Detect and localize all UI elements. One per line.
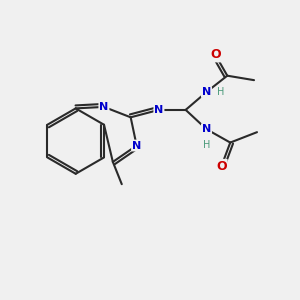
Text: N: N: [132, 140, 141, 151]
Text: O: O: [216, 160, 226, 173]
Text: O: O: [210, 48, 221, 62]
Text: N: N: [99, 102, 109, 112]
Text: N: N: [202, 87, 211, 97]
Text: N: N: [202, 124, 211, 134]
Text: H: H: [203, 140, 210, 150]
Text: N: N: [154, 105, 164, 115]
Text: H: H: [217, 87, 224, 97]
